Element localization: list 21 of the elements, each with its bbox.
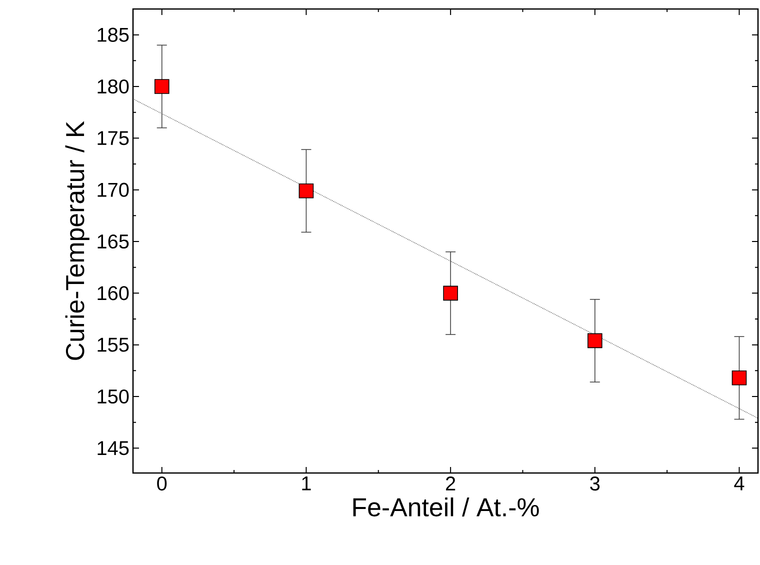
x-tick-label: 0 — [157, 476, 167, 491]
y-tick-label: 185 — [98, 28, 129, 42]
y-axis-title: Curie-Temperatur / K — [65, 121, 90, 360]
x-tick-label: 1 — [302, 476, 311, 490]
point — [154, 79, 170, 94]
point — [443, 286, 458, 301]
point — [298, 183, 314, 198]
y-tick-label: 145 — [98, 441, 129, 456]
point — [732, 370, 747, 386]
point — [588, 333, 602, 348]
x-tick-label: 2 — [446, 476, 456, 490]
y-tick-label: 150 — [98, 389, 129, 404]
y-tick-label: 170 — [98, 182, 129, 197]
x-axis-title: Fe-Anteil / At.-% — [353, 497, 539, 516]
y-tick-label: 175 — [98, 131, 129, 146]
y-tick-label: 165 — [98, 234, 129, 249]
y-tick-label: 155 — [98, 338, 129, 352]
x-tick-label: 4 — [734, 476, 744, 490]
x-tick-label: 3 — [590, 476, 600, 491]
y-tick-label: 180 — [98, 79, 129, 94]
y-tick-label: 160 — [98, 286, 129, 300]
